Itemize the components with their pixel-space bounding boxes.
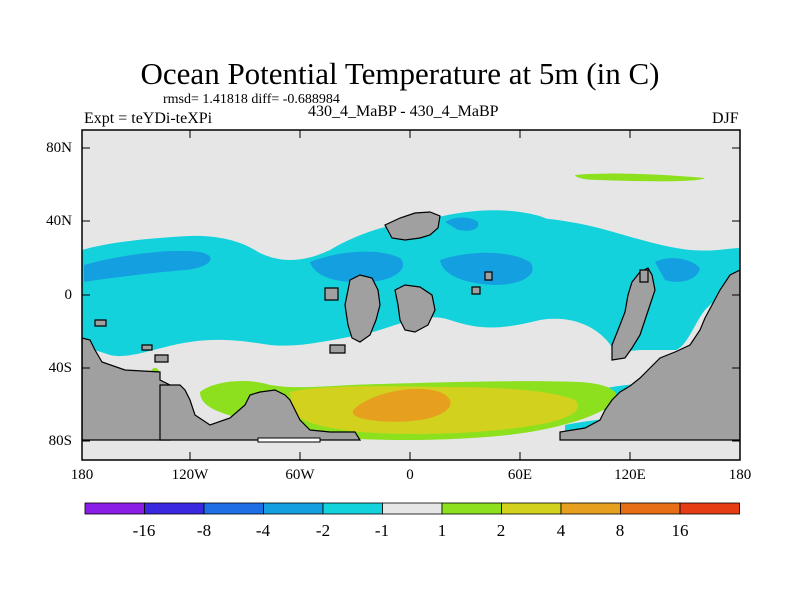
map-area <box>82 130 740 460</box>
blue-patch-2 <box>310 251 404 283</box>
colorbar <box>84 502 740 515</box>
stats-line: rmsd= 1.41818 diff= -0.688984 <box>163 92 340 107</box>
colorbar-label: -8 <box>196 521 212 540</box>
colorbar-swatch <box>679 502 740 515</box>
colorbar-label: 1 <box>437 521 447 540</box>
land-south-america <box>82 337 171 441</box>
land-antarctic-east <box>559 269 740 441</box>
colorbar-label: -4 <box>255 521 271 540</box>
colorbar-swatch <box>560 502 621 515</box>
lon-label-60e: 60E <box>507 467 533 483</box>
lon-label-180-left: 180 <box>70 467 94 483</box>
land-australia <box>611 267 656 361</box>
land-arabia <box>394 284 436 333</box>
colorbar-label: -2 <box>315 521 331 540</box>
land-island-1 <box>324 287 339 301</box>
colorbar-swatch <box>620 502 681 515</box>
land-island-3 <box>141 344 153 351</box>
land-island-4 <box>154 354 169 363</box>
land-antarctic-west <box>159 384 362 441</box>
colorbar-label: -16 <box>132 521 156 540</box>
lat-label-80n: 80N <box>46 140 72 156</box>
left-subtitle: Expt = teYDi-teXPi <box>84 110 213 127</box>
colorbar-swatch <box>84 502 145 515</box>
colorbar-label: -1 <box>374 521 390 540</box>
colorbar-swatch <box>203 502 264 515</box>
plot-title: Ocean Potential Temperature at 5m (in C) <box>140 56 660 91</box>
lon-label-180-right: 180 <box>728 467 752 483</box>
lon-label-120e: 120E <box>614 467 646 483</box>
colorbar-label: 4 <box>556 521 566 540</box>
colorbar-swatch <box>501 502 562 515</box>
colorbar-swatch <box>263 502 324 515</box>
blue-patch-4 <box>445 217 479 231</box>
center-subtitle: 430_4_MaBP - 430_4_MaBP <box>308 103 499 120</box>
lat-label-equator: 0 <box>64 287 73 303</box>
lon-label-120w: 120W <box>171 467 209 483</box>
right-subtitle: DJF <box>712 110 739 127</box>
lon-label-60w: 60W <box>285 467 315 483</box>
colorbar-swatch <box>441 502 502 515</box>
longitude-ticks <box>189 130 631 460</box>
land-island-6 <box>471 286 481 295</box>
colorbar-label: 8 <box>615 521 625 540</box>
lon-label-0: 0 <box>406 467 414 483</box>
colorbar-label: 16 <box>671 521 689 540</box>
land-island-5 <box>484 271 493 281</box>
colorbar-swatch <box>382 502 443 515</box>
land-africa <box>344 274 381 343</box>
colorbar-swatch <box>322 502 383 515</box>
blue-patch-1 <box>84 250 211 282</box>
lat-label-40s: 40S <box>48 360 72 376</box>
green-strip-north <box>575 173 705 182</box>
blue-patch-5 <box>655 258 700 282</box>
land-north-atlantic <box>384 211 441 241</box>
colorbar-label: 2 <box>496 521 506 540</box>
ice-strip <box>257 437 321 443</box>
lat-label-80s: 80S <box>48 433 72 449</box>
colorbar-swatch <box>144 502 205 515</box>
land-island-8 <box>329 344 346 354</box>
blue-patch-3 <box>440 252 533 285</box>
orange-core <box>352 388 451 422</box>
lat-label-40n: 40N <box>46 213 72 229</box>
latitude-ticks <box>82 147 740 442</box>
land-island-2 <box>94 319 107 327</box>
land-island-7 <box>639 269 649 283</box>
